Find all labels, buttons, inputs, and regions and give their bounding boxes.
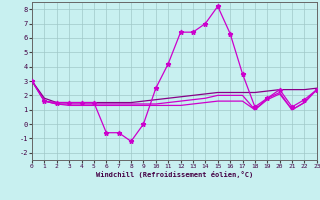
X-axis label: Windchill (Refroidissement éolien,°C): Windchill (Refroidissement éolien,°C) — [96, 171, 253, 178]
